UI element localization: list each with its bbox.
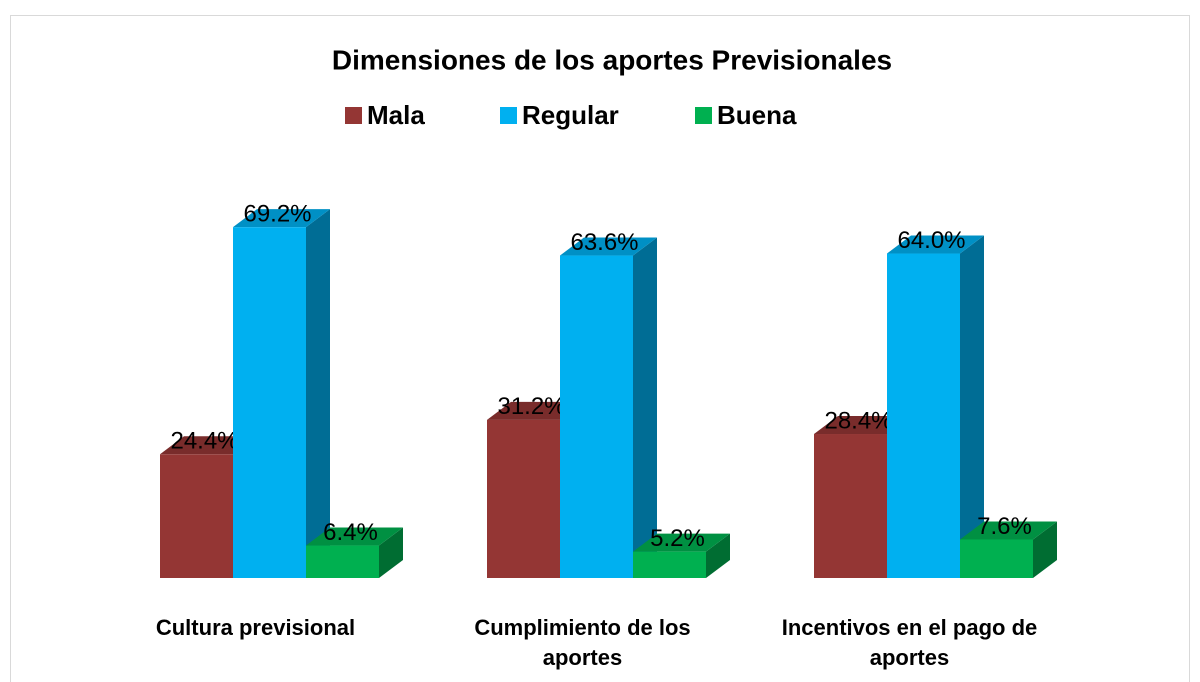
chart-border xyxy=(10,15,1190,682)
bar xyxy=(633,551,706,578)
data-label: 69.2% xyxy=(243,200,311,227)
x-tick-label: Cultura previsional xyxy=(155,615,356,640)
legend-swatch xyxy=(500,107,517,124)
bar xyxy=(887,253,960,578)
legend-swatch xyxy=(345,107,362,124)
bar-side xyxy=(960,235,984,578)
bar-top xyxy=(960,521,1057,540)
bar-top xyxy=(633,533,730,552)
bar-side xyxy=(1033,521,1057,578)
bar xyxy=(487,419,560,578)
bar-top xyxy=(487,401,584,420)
bar-side xyxy=(379,527,403,578)
data-label: 5.2% xyxy=(650,525,705,552)
chart-title: Dimensiones de los aportes Previsionales xyxy=(332,44,892,75)
bar-side xyxy=(633,237,657,578)
x-tick-label: Incentivos en el pago de aportes xyxy=(781,615,1038,670)
bar xyxy=(233,227,306,578)
bar-side xyxy=(706,533,730,578)
bar-top xyxy=(560,237,657,256)
legend-label: Mala xyxy=(367,100,425,130)
bar-top xyxy=(887,235,984,254)
bar-top xyxy=(306,527,403,546)
data-label: 6.4% xyxy=(323,519,378,546)
x-tick-label: Cumplimiento de los aportes xyxy=(474,615,691,670)
bar xyxy=(814,434,887,578)
data-label: 7.6% xyxy=(977,513,1032,540)
legend-label: Buena xyxy=(717,100,797,130)
bar xyxy=(560,255,633,578)
data-label: 64.0% xyxy=(897,227,965,254)
data-label: 63.6% xyxy=(570,229,638,256)
bar-top xyxy=(160,436,257,455)
bar-top xyxy=(814,416,911,435)
bar xyxy=(160,454,233,578)
data-label: 24.4% xyxy=(170,428,238,455)
bar-top xyxy=(233,209,330,228)
legend-swatch xyxy=(695,107,712,124)
data-label: 31.2% xyxy=(497,393,565,420)
legend-label: Regular xyxy=(522,100,619,130)
bar xyxy=(306,545,379,578)
bar-side xyxy=(306,209,330,578)
bar xyxy=(960,539,1033,578)
data-label: 28.4% xyxy=(824,407,892,434)
